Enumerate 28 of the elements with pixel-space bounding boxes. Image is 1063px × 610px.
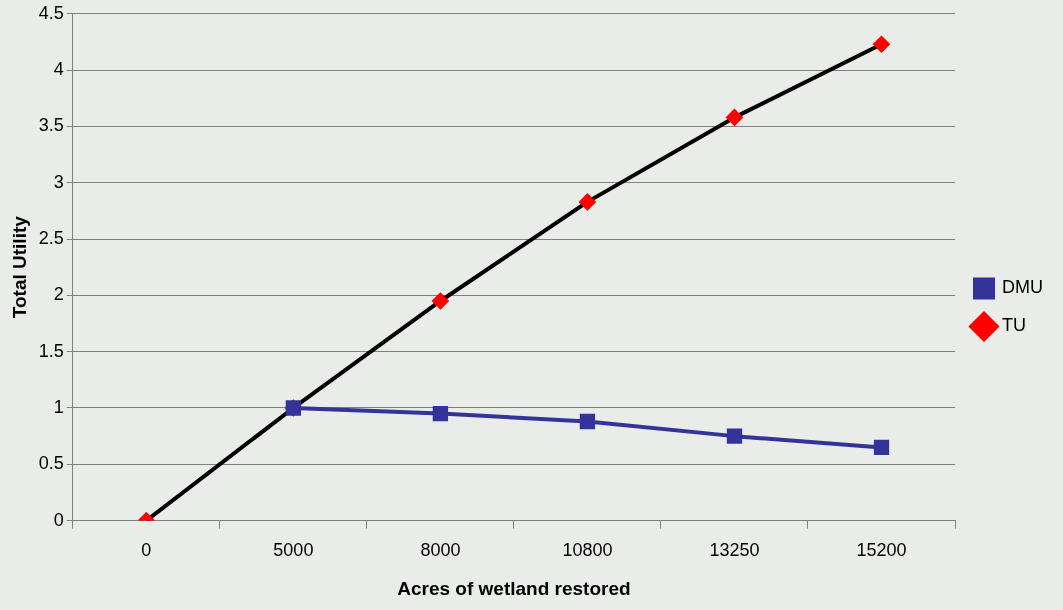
y-tick-label: 4.5 [38, 2, 64, 23]
y-tick-label: 0.5 [38, 453, 64, 474]
y-tick-label: 2.5 [38, 228, 64, 249]
y-tick-label: 1 [53, 396, 64, 417]
y-tick-label: 4 [53, 59, 64, 80]
point [579, 413, 596, 430]
y-tick-label: 3.5 [38, 115, 64, 136]
legend-label: DMU [1002, 277, 1044, 298]
point [579, 193, 596, 210]
y-tick-label: 3 [53, 171, 64, 192]
point [873, 36, 890, 53]
x-axis-title: Acres of wetland restored [397, 577, 631, 599]
point [726, 109, 743, 126]
point [432, 405, 449, 422]
x-tick-label: 13250 [709, 540, 760, 561]
point [432, 292, 449, 309]
y-tick-label: 0 [53, 509, 64, 530]
point [873, 439, 890, 456]
x-tick-label: 10800 [562, 540, 613, 561]
x-tick-label: 15200 [856, 540, 907, 561]
point [726, 428, 743, 444]
legend-label: TU [1002, 315, 1027, 336]
x-tick-label: 5000 [273, 540, 314, 561]
y-axis-title: Total Utility [8, 215, 30, 319]
x-tick-label: 0 [141, 540, 152, 561]
y-tick-label: 1.5 [38, 340, 64, 361]
x-tick-label: 8000 [420, 540, 461, 561]
y-tick-label: 2 [53, 284, 64, 305]
